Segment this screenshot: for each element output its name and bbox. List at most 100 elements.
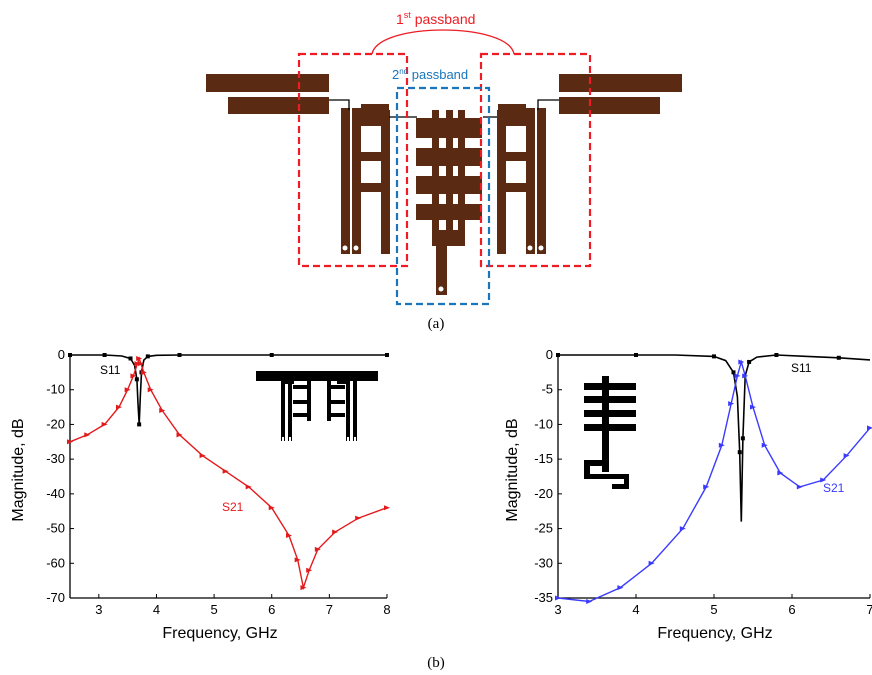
y-tick-label: -10 [534,416,553,431]
data-point [843,453,850,459]
y-tick-label: -35 [534,590,553,605]
x-tick-label: 8 [383,602,390,617]
data-point [269,353,274,357]
data-point [300,585,307,591]
data-point [137,422,142,427]
left-resonator [341,104,390,254]
caption-a: (a) [428,316,445,332]
y-tick-label: 0 [58,347,65,362]
caption-b: (b) [427,655,445,671]
data-point [836,355,841,360]
data-point [140,369,147,375]
chart-right-ylabel: Magnitude, dB [504,418,521,521]
chart-left-grid: 3 4 5 6 7 8 0 -10 -20 -30 -40 -50 -60 -70 [46,347,390,617]
left-feed-lower [228,97,329,114]
x-tick-label: 6 [268,602,275,617]
chart-left-ylabel: Magnitude, dB [10,418,27,521]
data-point [747,359,752,364]
data-point [245,484,252,490]
data-point [703,484,710,490]
chart-left-series-s11-line [70,354,387,425]
data-point [147,387,154,393]
chart-left: 3 4 5 6 7 8 0 -10 -20 -30 -40 -50 -60 -70 S11 S21 Fre… [10,347,391,642]
y-tick-label: -70 [46,590,65,605]
y-tick-label: -40 [46,486,65,501]
y-tick-label: -30 [534,555,553,570]
x-tick-label: 4 [632,602,639,617]
data-point [306,567,313,573]
x-tick-label: 6 [788,602,795,617]
chart-right-grid: 3 4 5 6 7 0 -5 -10 -15 -20 -25 -30 -35 [534,347,872,617]
chart-left-series-s21-line [69,356,388,591]
y-tick-label: -20 [46,416,65,431]
data-point [115,404,122,410]
y-tick-label: -10 [46,382,65,397]
chart-right-series-s21-line [557,359,871,603]
data-point [731,370,736,375]
data-point [742,373,749,379]
data-point [634,353,638,357]
data-point [130,373,137,379]
data-point [128,356,133,361]
data-point [740,436,745,441]
right-resonator [497,104,546,254]
passband1-arc [371,29,515,55]
y-tick-label: -60 [46,555,65,570]
data-point [134,361,141,367]
data-point [159,408,166,414]
data-point [867,425,872,431]
x-tick-label: 3 [95,602,102,617]
filter-layout-diagram: 1st passband 2nd passband [206,10,682,306]
y-tick-label: -15 [534,451,553,466]
chart-left-s11-label: S11 [100,363,121,377]
x-tick-label: 3 [554,602,561,617]
data-point [796,484,803,490]
data-point [67,439,73,445]
y-tick-label: 0 [546,347,553,362]
y-tick-label: -50 [46,521,65,536]
data-point [728,401,735,407]
data-point [738,359,745,365]
x-tick-label: 7 [326,602,333,617]
x-tick-label: 5 [210,602,217,617]
data-point [648,560,655,566]
x-tick-label: 7 [866,602,872,617]
chart-right-s21-label: S21 [823,481,845,495]
data-point [555,595,561,601]
data-point [737,450,742,455]
data-point [750,404,756,410]
data-point [777,470,784,476]
passband2-box [395,86,491,306]
data-point [314,546,321,552]
data-point [332,529,339,535]
data-point [712,354,716,359]
passband2-label: 2nd passband [392,67,468,82]
data-point [586,598,593,604]
x-tick-label: 4 [153,602,160,617]
data-point [199,453,206,459]
chart-right-series-s11-line [558,354,871,522]
data-point [718,442,725,448]
data-point [145,354,150,359]
left-feed-upper [206,74,329,92]
data-point [294,557,301,563]
data-point [774,353,779,357]
y-tick-label: -30 [46,451,65,466]
data-point [177,353,182,357]
data-point [286,533,293,539]
right-feed-upper [559,74,682,92]
data-point [384,505,390,511]
y-tick-label: -25 [534,521,553,536]
passband1-label: 1st passband [396,10,475,27]
center-resonator [416,110,482,295]
data-point [617,585,624,591]
passband1-box-right [479,52,592,268]
data-point [102,353,107,357]
data-point [136,355,143,361]
data-point [820,477,827,483]
data-point [84,432,91,438]
chart-right-xlabel: Frequency, GHz [657,625,772,642]
y-tick-label: -20 [534,486,553,501]
chart-left-inset [256,371,378,441]
data-point [176,432,183,438]
